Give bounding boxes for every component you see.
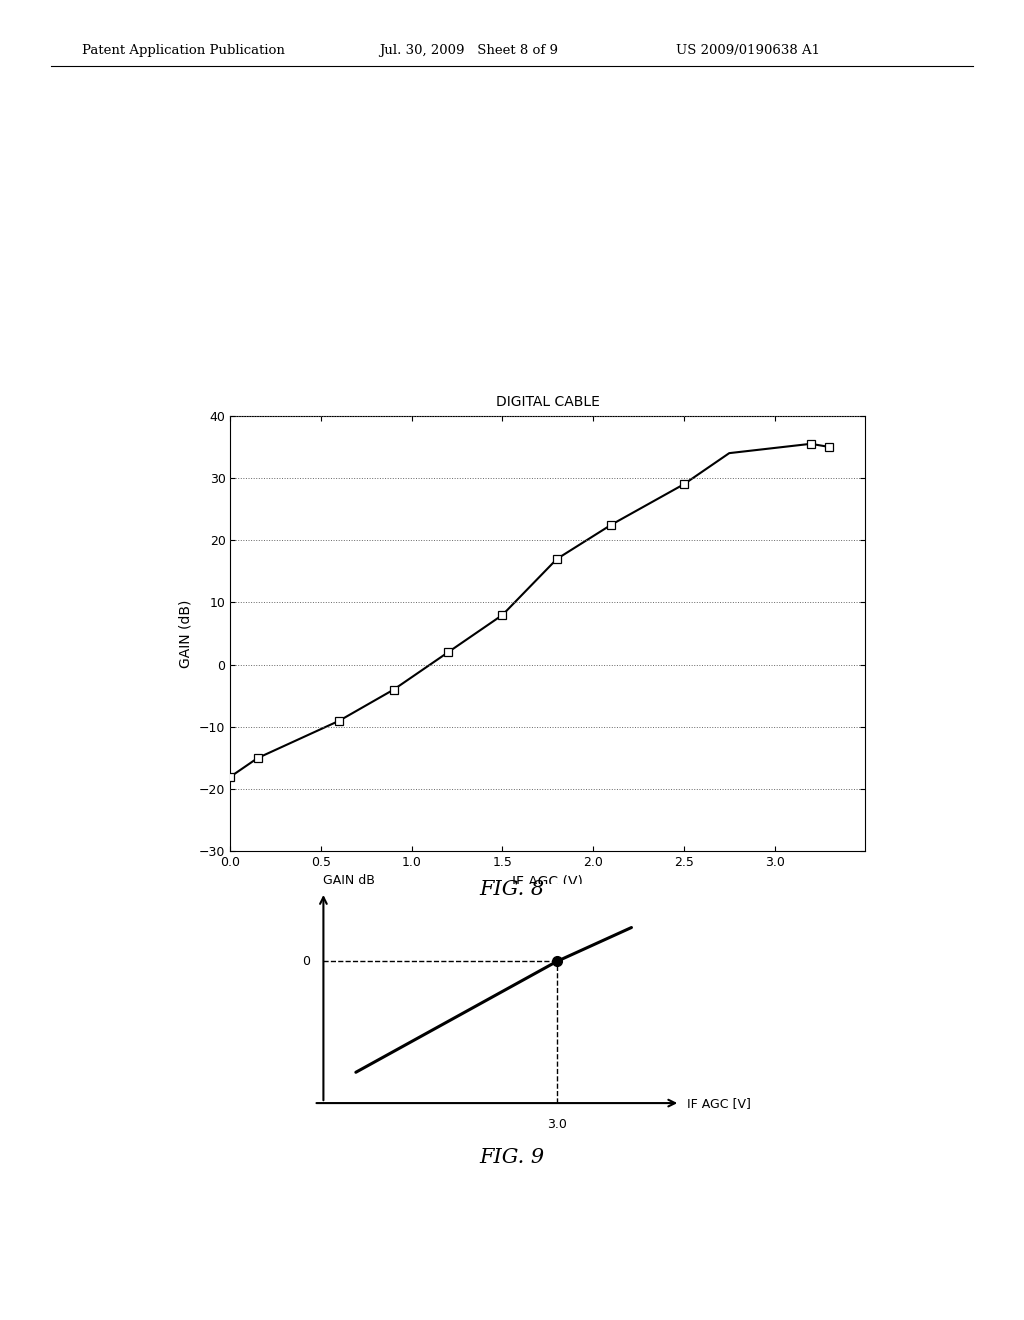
- X-axis label: IF AGC (V): IF AGC (V): [512, 875, 584, 888]
- Text: FIG. 8: FIG. 8: [479, 880, 545, 899]
- Text: Patent Application Publication: Patent Application Publication: [82, 44, 285, 57]
- Text: IF AGC [V]: IF AGC [V]: [686, 1097, 751, 1110]
- Text: 3.0: 3.0: [547, 1118, 567, 1131]
- Y-axis label: GAIN (dB): GAIN (dB): [178, 599, 193, 668]
- Text: FIG. 9: FIG. 9: [479, 1148, 545, 1167]
- Title: DIGITAL CABLE: DIGITAL CABLE: [496, 395, 600, 409]
- Text: GAIN dB: GAIN dB: [324, 874, 375, 887]
- Text: US 2009/0190638 A1: US 2009/0190638 A1: [676, 44, 820, 57]
- Text: 0: 0: [302, 954, 310, 968]
- Text: Jul. 30, 2009   Sheet 8 of 9: Jul. 30, 2009 Sheet 8 of 9: [379, 44, 558, 57]
